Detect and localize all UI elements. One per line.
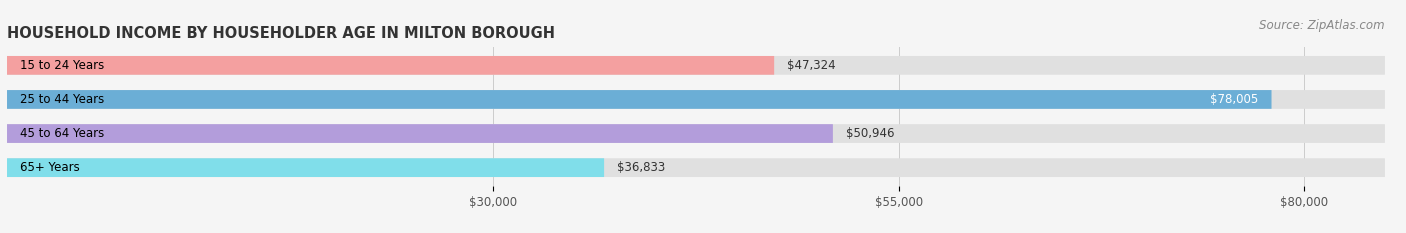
Text: $50,946: $50,946	[846, 127, 894, 140]
FancyBboxPatch shape	[7, 158, 1385, 177]
FancyBboxPatch shape	[7, 124, 832, 143]
FancyBboxPatch shape	[7, 56, 1385, 75]
Text: 25 to 44 Years: 25 to 44 Years	[20, 93, 104, 106]
Text: $36,833: $36,833	[617, 161, 665, 174]
Text: 15 to 24 Years: 15 to 24 Years	[20, 59, 104, 72]
Text: 45 to 64 Years: 45 to 64 Years	[20, 127, 104, 140]
Text: HOUSEHOLD INCOME BY HOUSEHOLDER AGE IN MILTON BOROUGH: HOUSEHOLD INCOME BY HOUSEHOLDER AGE IN M…	[7, 26, 555, 41]
Text: Source: ZipAtlas.com: Source: ZipAtlas.com	[1260, 19, 1385, 32]
FancyBboxPatch shape	[7, 124, 1385, 143]
Text: $78,005: $78,005	[1211, 93, 1258, 106]
FancyBboxPatch shape	[7, 90, 1385, 109]
Text: 65+ Years: 65+ Years	[20, 161, 80, 174]
Text: $47,324: $47,324	[787, 59, 835, 72]
FancyBboxPatch shape	[7, 158, 605, 177]
FancyBboxPatch shape	[7, 56, 775, 75]
FancyBboxPatch shape	[7, 90, 1271, 109]
